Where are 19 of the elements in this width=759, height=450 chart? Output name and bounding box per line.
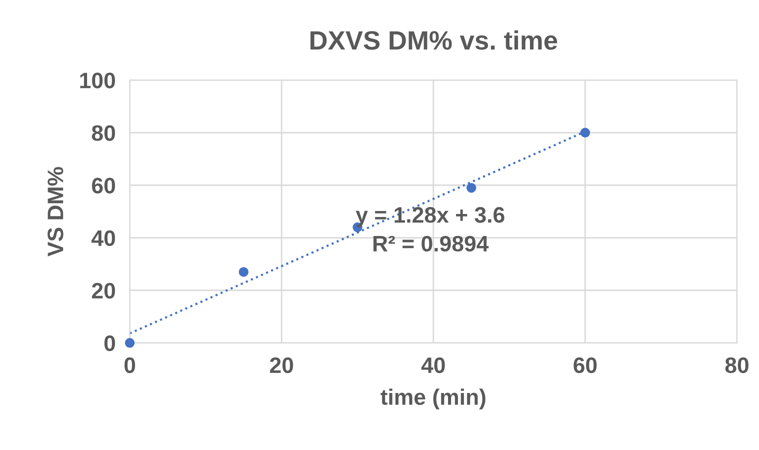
x-tick-label: 0 xyxy=(124,357,136,374)
y-tick-label: 40 xyxy=(92,230,115,246)
y-tick-label: 20 xyxy=(92,282,115,299)
x-tick-label: 40 xyxy=(421,357,445,374)
y-tick-label: 80 xyxy=(92,125,115,141)
point xyxy=(466,182,476,193)
x-axis-title: time (min) xyxy=(380,388,486,410)
x-tick-label: 20 xyxy=(270,357,294,374)
y-tick-label: 60 xyxy=(92,178,115,194)
y-axis-title: VS DM% xyxy=(48,167,64,256)
annotation: y = 1.28x + 3.6 R² = 0.9894 xyxy=(356,207,504,252)
y-tick-label: 100 xyxy=(80,72,115,88)
point xyxy=(238,267,248,277)
x-tick-label: 80 xyxy=(725,357,748,374)
y-tick-label: 0 xyxy=(104,335,115,352)
point xyxy=(124,338,135,348)
point xyxy=(580,128,590,138)
chart-title: DXVS DM% vs. time xyxy=(310,30,558,50)
x-tick-label: 60 xyxy=(574,357,597,374)
